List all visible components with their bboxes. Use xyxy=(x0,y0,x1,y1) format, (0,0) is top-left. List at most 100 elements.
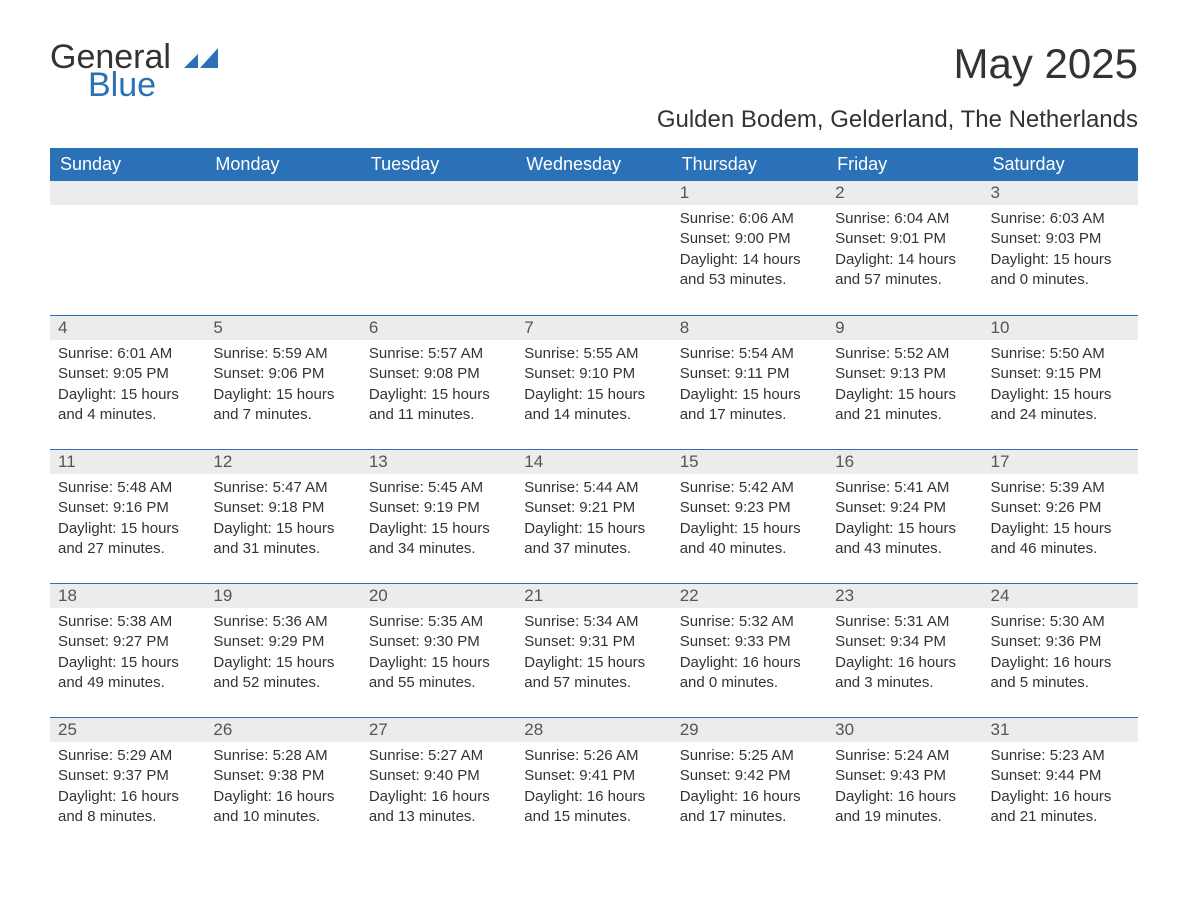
day-header: Tuesday xyxy=(361,148,516,181)
sunrise-text: Sunrise: 6:06 AM xyxy=(680,209,819,229)
calendar-cell: 31Sunrise: 5:23 AMSunset: 9:44 PMDayligh… xyxy=(983,717,1138,851)
calendar-cell: 9Sunrise: 5:52 AMSunset: 9:13 PMDaylight… xyxy=(827,315,982,449)
calendar-cell: 4Sunrise: 6:01 AMSunset: 9:05 PMDaylight… xyxy=(50,315,205,449)
day-content: Sunrise: 5:35 AMSunset: 9:30 PMDaylight:… xyxy=(361,608,516,697)
daylight-text: Daylight: 16 hours and 8 minutes. xyxy=(58,787,197,828)
calendar-cell: 25Sunrise: 5:29 AMSunset: 9:37 PMDayligh… xyxy=(50,717,205,851)
calendar-body: 1Sunrise: 6:06 AMSunset: 9:00 PMDaylight… xyxy=(50,181,1138,851)
day-header: Saturday xyxy=(983,148,1138,181)
daylight-text: Daylight: 15 hours and 37 minutes. xyxy=(524,519,663,560)
sunrise-text: Sunrise: 5:24 AM xyxy=(835,746,974,766)
sunset-text: Sunset: 9:21 PM xyxy=(524,498,663,518)
day-content: Sunrise: 5:39 AMSunset: 9:26 PMDaylight:… xyxy=(983,474,1138,563)
calendar-cell: 8Sunrise: 5:54 AMSunset: 9:11 PMDaylight… xyxy=(672,315,827,449)
sunset-text: Sunset: 9:36 PM xyxy=(991,632,1130,652)
day-content: Sunrise: 6:03 AMSunset: 9:03 PMDaylight:… xyxy=(983,205,1138,294)
sunset-text: Sunset: 9:34 PM xyxy=(835,632,974,652)
calendar-cell: 12Sunrise: 5:47 AMSunset: 9:18 PMDayligh… xyxy=(205,449,360,583)
calendar-cell xyxy=(205,181,360,315)
sunrise-text: Sunrise: 5:42 AM xyxy=(680,478,819,498)
calendar-cell: 27Sunrise: 5:27 AMSunset: 9:40 PMDayligh… xyxy=(361,717,516,851)
sunrise-text: Sunrise: 5:54 AM xyxy=(680,344,819,364)
daylight-text: Daylight: 15 hours and 40 minutes. xyxy=(680,519,819,560)
day-content: Sunrise: 5:54 AMSunset: 9:11 PMDaylight:… xyxy=(672,340,827,429)
calendar-cell xyxy=(361,181,516,315)
sunset-text: Sunset: 9:38 PM xyxy=(213,766,352,786)
daylight-text: Daylight: 16 hours and 3 minutes. xyxy=(835,653,974,694)
daylight-text: Daylight: 15 hours and 31 minutes. xyxy=(213,519,352,560)
calendar-cell: 17Sunrise: 5:39 AMSunset: 9:26 PMDayligh… xyxy=(983,449,1138,583)
day-content: Sunrise: 5:24 AMSunset: 9:43 PMDaylight:… xyxy=(827,742,982,831)
day-content: Sunrise: 5:47 AMSunset: 9:18 PMDaylight:… xyxy=(205,474,360,563)
sunrise-text: Sunrise: 5:59 AM xyxy=(213,344,352,364)
sunrise-text: Sunrise: 5:23 AM xyxy=(991,746,1130,766)
calendar-cell: 20Sunrise: 5:35 AMSunset: 9:30 PMDayligh… xyxy=(361,583,516,717)
day-content: Sunrise: 5:31 AMSunset: 9:34 PMDaylight:… xyxy=(827,608,982,697)
sunrise-text: Sunrise: 5:48 AM xyxy=(58,478,197,498)
sunrise-text: Sunrise: 5:34 AM xyxy=(524,612,663,632)
daylight-text: Daylight: 14 hours and 53 minutes. xyxy=(680,250,819,291)
day-content: Sunrise: 5:44 AMSunset: 9:21 PMDaylight:… xyxy=(516,474,671,563)
calendar-cell xyxy=(50,181,205,315)
sunset-text: Sunset: 9:44 PM xyxy=(991,766,1130,786)
day-number: 29 xyxy=(672,717,827,742)
day-number: 31 xyxy=(983,717,1138,742)
day-number: 24 xyxy=(983,583,1138,608)
day-number: 6 xyxy=(361,315,516,340)
day-content: Sunrise: 5:59 AMSunset: 9:06 PMDaylight:… xyxy=(205,340,360,429)
day-number: 12 xyxy=(205,449,360,474)
sunset-text: Sunset: 9:41 PM xyxy=(524,766,663,786)
calendar-week: 25Sunrise: 5:29 AMSunset: 9:37 PMDayligh… xyxy=(50,717,1138,851)
day-number: 17 xyxy=(983,449,1138,474)
calendar-cell: 29Sunrise: 5:25 AMSunset: 9:42 PMDayligh… xyxy=(672,717,827,851)
sunrise-text: Sunrise: 5:25 AM xyxy=(680,746,819,766)
calendar-cell: 5Sunrise: 5:59 AMSunset: 9:06 PMDaylight… xyxy=(205,315,360,449)
day-number: 19 xyxy=(205,583,360,608)
calendar-header-row: SundayMondayTuesdayWednesdayThursdayFrid… xyxy=(50,148,1138,181)
calendar-week: 1Sunrise: 6:06 AMSunset: 9:00 PMDaylight… xyxy=(50,181,1138,315)
sunrise-text: Sunrise: 5:27 AM xyxy=(369,746,508,766)
daylight-text: Daylight: 15 hours and 27 minutes. xyxy=(58,519,197,560)
sunrise-text: Sunrise: 5:36 AM xyxy=(213,612,352,632)
logo: General Blue xyxy=(50,40,218,102)
daylight-text: Daylight: 16 hours and 13 minutes. xyxy=(369,787,508,828)
day-content: Sunrise: 5:30 AMSunset: 9:36 PMDaylight:… xyxy=(983,608,1138,697)
daylight-text: Daylight: 15 hours and 11 minutes. xyxy=(369,385,508,426)
sunset-text: Sunset: 9:24 PM xyxy=(835,498,974,518)
day-number: 18 xyxy=(50,583,205,608)
day-number: 26 xyxy=(205,717,360,742)
sunset-text: Sunset: 9:05 PM xyxy=(58,364,197,384)
calendar-cell: 19Sunrise: 5:36 AMSunset: 9:29 PMDayligh… xyxy=(205,583,360,717)
calendar-cell: 23Sunrise: 5:31 AMSunset: 9:34 PMDayligh… xyxy=(827,583,982,717)
day-content: Sunrise: 5:36 AMSunset: 9:29 PMDaylight:… xyxy=(205,608,360,697)
day-header: Wednesday xyxy=(516,148,671,181)
daylight-text: Daylight: 15 hours and 43 minutes. xyxy=(835,519,974,560)
calendar-cell: 26Sunrise: 5:28 AMSunset: 9:38 PMDayligh… xyxy=(205,717,360,851)
day-content: Sunrise: 5:52 AMSunset: 9:13 PMDaylight:… xyxy=(827,340,982,429)
day-number: 22 xyxy=(672,583,827,608)
day-number: 11 xyxy=(50,449,205,474)
day-content: Sunrise: 5:42 AMSunset: 9:23 PMDaylight:… xyxy=(672,474,827,563)
calendar-cell: 24Sunrise: 5:30 AMSunset: 9:36 PMDayligh… xyxy=(983,583,1138,717)
sunrise-text: Sunrise: 5:38 AM xyxy=(58,612,197,632)
day-number: 1 xyxy=(672,181,827,205)
day-number: 7 xyxy=(516,315,671,340)
sunrise-text: Sunrise: 5:32 AM xyxy=(680,612,819,632)
day-number: 9 xyxy=(827,315,982,340)
day-content: Sunrise: 5:48 AMSunset: 9:16 PMDaylight:… xyxy=(50,474,205,563)
calendar-cell: 16Sunrise: 5:41 AMSunset: 9:24 PMDayligh… xyxy=(827,449,982,583)
day-number: 15 xyxy=(672,449,827,474)
day-number: 2 xyxy=(827,181,982,205)
sunset-text: Sunset: 9:01 PM xyxy=(835,229,974,249)
calendar-cell: 28Sunrise: 5:26 AMSunset: 9:41 PMDayligh… xyxy=(516,717,671,851)
day-number: 23 xyxy=(827,583,982,608)
header: General Blue May 2025 xyxy=(50,40,1138,102)
daylight-text: Daylight: 15 hours and 46 minutes. xyxy=(991,519,1130,560)
sunset-text: Sunset: 9:27 PM xyxy=(58,632,197,652)
day-content: Sunrise: 5:26 AMSunset: 9:41 PMDaylight:… xyxy=(516,742,671,831)
sunrise-text: Sunrise: 5:41 AM xyxy=(835,478,974,498)
day-content: Sunrise: 5:32 AMSunset: 9:33 PMDaylight:… xyxy=(672,608,827,697)
daylight-text: Daylight: 15 hours and 55 minutes. xyxy=(369,653,508,694)
day-number: 4 xyxy=(50,315,205,340)
day-content: Sunrise: 5:23 AMSunset: 9:44 PMDaylight:… xyxy=(983,742,1138,831)
